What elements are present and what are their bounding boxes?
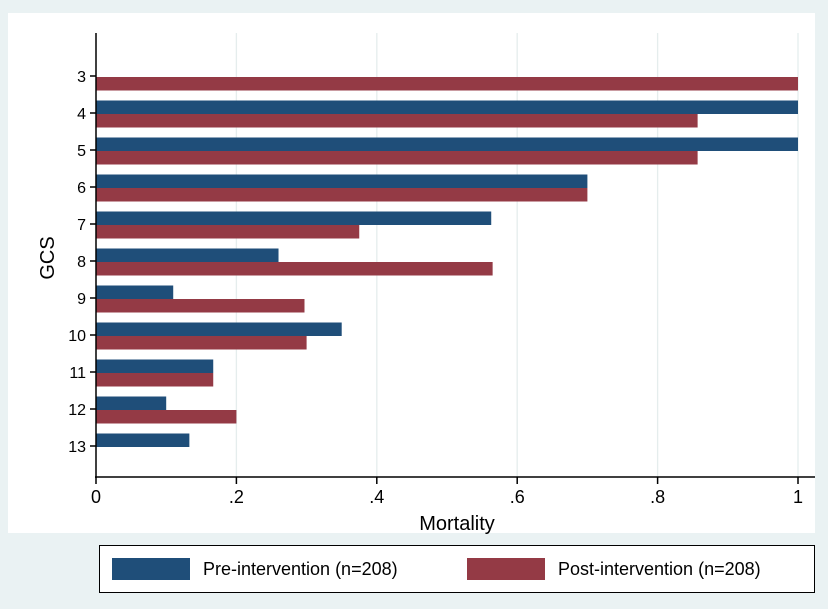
legend-item-post: Post-intervention (n=208) [467, 558, 761, 580]
bar-pre-5 [96, 137, 798, 151]
x-tick-labels: 0 .2 .4 .6 .8 1 [91, 477, 803, 507]
bar-post-10 [96, 336, 307, 350]
y-tick-labels: 3 4 5 6 7 8 9 10 11 12 13 [68, 69, 96, 456]
x-tick-label: .6 [510, 487, 525, 507]
y-tick-label: 7 [77, 217, 86, 234]
y-axis-title: GCS [37, 236, 59, 279]
x-tick-label: .8 [650, 487, 665, 507]
bar-pre-11 [96, 359, 214, 373]
bar-pre-8 [96, 248, 279, 262]
bar-pre-4 [96, 100, 798, 114]
bar-pre-6 [96, 174, 588, 188]
x-tick-label: 0 [91, 487, 101, 507]
bar-post-8 [96, 262, 493, 276]
y-tick-label: 11 [69, 365, 86, 382]
bar-pre-9 [96, 285, 174, 299]
bar-post-3 [96, 77, 798, 91]
bar-post-9 [96, 299, 305, 313]
legend-swatch-pre [112, 558, 190, 580]
axes [95, 33, 815, 478]
legend-swatch-post [467, 558, 545, 580]
y-tick-label: 5 [77, 143, 86, 160]
bar-post-5 [96, 151, 698, 165]
y-tick-label: 10 [68, 328, 86, 345]
y-tick-label: 13 [68, 439, 86, 456]
y-tick-label: 12 [68, 402, 86, 419]
y-tick-label: 6 [77, 180, 86, 197]
legend-label-pre: Pre-intervention (n=208) [203, 558, 398, 579]
bar-post-6 [96, 188, 588, 202]
bar-pre-12 [96, 396, 167, 410]
legend-item-pre: Pre-intervention (n=208) [112, 558, 398, 580]
y-tick-label: 4 [77, 106, 86, 123]
x-axis-title: Mortality [419, 513, 495, 535]
legend-label-post: Post-intervention (n=208) [558, 558, 761, 579]
legend: Pre-intervention (n=208) Post-interventi… [99, 545, 815, 593]
bar-pre-7 [96, 211, 492, 225]
x-tick-label: 1 [793, 487, 803, 507]
bar-post-11 [96, 373, 214, 387]
bar-pre-13 [96, 433, 190, 447]
y-tick-label: 3 [77, 69, 86, 86]
bar-pre-10 [96, 322, 342, 336]
bar-post-12 [96, 410, 237, 424]
x-tick-label: .2 [229, 487, 244, 507]
bars [96, 77, 798, 447]
y-tick-label: 8 [77, 254, 86, 271]
x-tick-label: .4 [369, 487, 384, 507]
bar-post-4 [96, 114, 698, 128]
bar-post-7 [96, 225, 360, 239]
y-tick-label: 9 [77, 291, 86, 308]
